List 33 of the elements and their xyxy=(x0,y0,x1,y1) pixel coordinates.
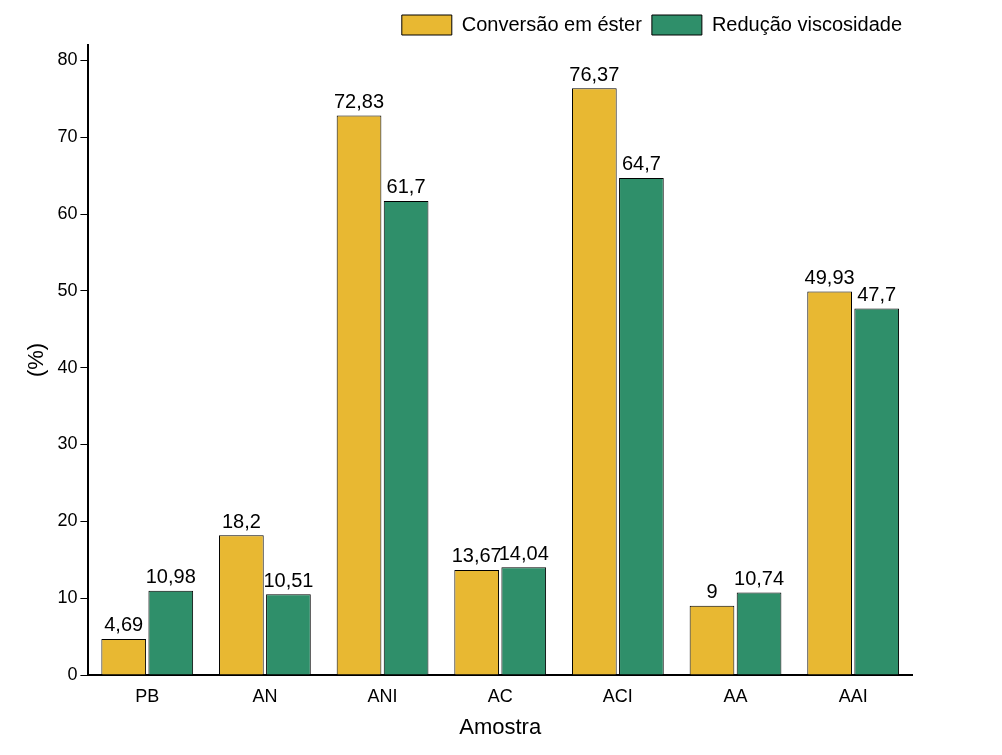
data-label: 76,37 xyxy=(569,62,620,85)
y-tick-label: 40 xyxy=(57,356,78,377)
x-tick-label: AN xyxy=(252,685,278,706)
data-label: 47,7 xyxy=(857,283,897,306)
data-label: 18,2 xyxy=(221,509,261,532)
data-label: 64,7 xyxy=(621,152,661,175)
x-tick-label: PB xyxy=(135,685,160,706)
data-label: 49,93 xyxy=(804,265,855,288)
y-tick-label: 10 xyxy=(57,587,78,608)
x-tick-label: AA xyxy=(723,685,748,706)
data-label: 9 xyxy=(706,580,718,603)
data-label: 10,98 xyxy=(145,565,196,588)
y-tick-label: 70 xyxy=(57,126,78,147)
y-tick-label: 80 xyxy=(57,49,78,70)
legend-label: Conversão em éster xyxy=(461,12,643,35)
data-label: 72,83 xyxy=(333,89,385,112)
data-label: 61,7 xyxy=(386,175,426,198)
y-tick-label: 20 xyxy=(57,510,78,531)
y-axis-title: (%) xyxy=(23,342,49,378)
data-label: 10,51 xyxy=(263,568,314,591)
x-tick-label: ACI xyxy=(602,685,633,706)
x-tick-label: AAI xyxy=(838,685,868,706)
x-tick-label: AC xyxy=(487,685,513,706)
y-tick-label: 0 xyxy=(67,663,78,684)
y-tick-label: 30 xyxy=(57,433,78,454)
x-tick-label: ANI xyxy=(367,685,398,706)
legend-label: Redução viscosidade xyxy=(711,12,903,35)
data-label: 13,67 xyxy=(451,544,502,567)
y-tick-label: 60 xyxy=(57,202,78,223)
x-axis-title: Amostra xyxy=(459,713,542,739)
data-label: 4,69 xyxy=(104,613,144,636)
y-tick-label: 50 xyxy=(57,279,78,300)
data-label: 10,74 xyxy=(734,567,785,589)
